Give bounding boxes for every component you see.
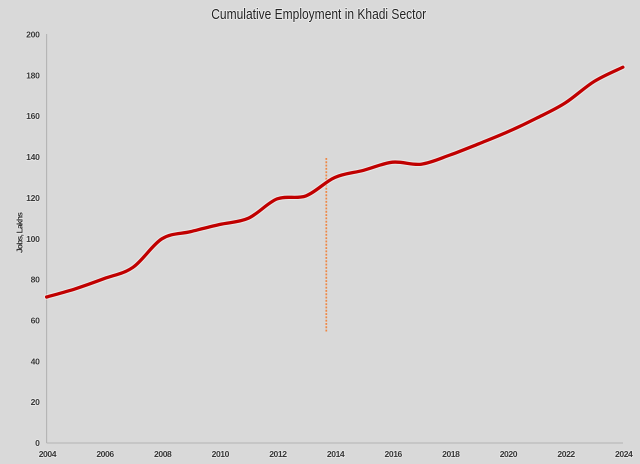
svg-text:160: 160 bbox=[26, 111, 40, 121]
svg-text:2008: 2008 bbox=[154, 449, 172, 459]
svg-text:200: 200 bbox=[26, 30, 40, 40]
svg-text:20: 20 bbox=[31, 397, 40, 407]
svg-text:Cumulative Employment in Khadi: Cumulative Employment in Khadi Sector bbox=[211, 6, 426, 22]
svg-text:60: 60 bbox=[31, 315, 40, 325]
svg-text:Jobs, Lakhs: Jobs, Lakhs bbox=[14, 212, 24, 253]
svg-text:2014: 2014 bbox=[327, 449, 345, 459]
svg-text:2018: 2018 bbox=[442, 449, 460, 459]
svg-text:2024: 2024 bbox=[615, 449, 633, 459]
svg-text:2016: 2016 bbox=[385, 449, 403, 459]
svg-text:120: 120 bbox=[26, 193, 40, 203]
svg-text:2004: 2004 bbox=[39, 449, 57, 459]
svg-text:2022: 2022 bbox=[557, 449, 575, 459]
svg-text:2020: 2020 bbox=[500, 449, 518, 459]
svg-text:180: 180 bbox=[26, 70, 40, 80]
svg-text:140: 140 bbox=[26, 152, 40, 162]
svg-text:100: 100 bbox=[26, 234, 40, 244]
svg-text:40: 40 bbox=[31, 356, 40, 366]
svg-text:2010: 2010 bbox=[212, 449, 230, 459]
svg-text:2006: 2006 bbox=[96, 449, 114, 459]
svg-text:80: 80 bbox=[31, 275, 40, 285]
svg-text:2012: 2012 bbox=[269, 449, 287, 459]
svg-text:0: 0 bbox=[35, 438, 40, 448]
